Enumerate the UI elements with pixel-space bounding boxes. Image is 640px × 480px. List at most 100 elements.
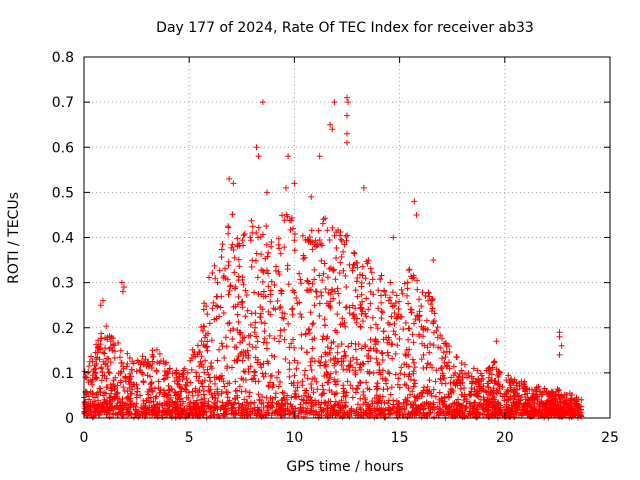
data-point xyxy=(224,380,231,387)
data-point xyxy=(216,313,223,320)
data-point xyxy=(372,408,379,415)
data-point xyxy=(140,361,147,368)
data-point xyxy=(218,246,225,253)
data-point xyxy=(97,407,104,414)
data-point xyxy=(498,410,505,417)
data-point xyxy=(386,370,393,377)
data-point xyxy=(234,394,241,401)
data-point xyxy=(189,392,196,399)
data-point xyxy=(244,406,251,413)
data-point xyxy=(365,358,372,365)
data-point xyxy=(249,223,256,230)
data-point xyxy=(309,336,316,343)
data-point xyxy=(243,411,250,418)
data-point xyxy=(208,412,215,419)
data-point xyxy=(224,363,231,370)
data-point xyxy=(231,409,238,416)
data-point xyxy=(281,310,288,317)
data-point xyxy=(380,328,387,335)
data-point xyxy=(139,353,146,360)
data-point xyxy=(378,308,385,315)
data-point xyxy=(108,385,115,392)
data-point xyxy=(379,367,386,374)
data-point xyxy=(497,390,504,397)
data-point xyxy=(481,396,488,403)
data-point xyxy=(204,347,211,354)
data-point xyxy=(396,335,403,342)
data-point xyxy=(293,394,300,401)
data-point xyxy=(206,388,213,395)
data-point xyxy=(357,380,364,387)
data-point xyxy=(291,237,298,244)
data-point xyxy=(218,340,225,347)
data-point xyxy=(320,270,327,277)
data-point xyxy=(99,297,106,304)
data-point xyxy=(186,405,193,412)
data-point xyxy=(328,389,335,396)
data-point xyxy=(322,349,329,356)
data-point xyxy=(387,406,394,413)
data-point xyxy=(308,355,315,362)
data-point xyxy=(100,349,107,356)
data-point xyxy=(401,381,408,388)
data-point xyxy=(462,407,469,414)
data-point xyxy=(232,411,239,418)
data-point xyxy=(457,385,464,392)
data-point xyxy=(354,259,361,266)
data-point xyxy=(480,375,487,382)
data-point xyxy=(313,293,320,300)
data-point xyxy=(115,340,122,347)
data-point xyxy=(254,338,261,345)
data-point xyxy=(349,385,356,392)
data-point xyxy=(322,215,329,222)
data-point xyxy=(88,412,95,419)
data-point xyxy=(434,324,441,331)
x-axis-label: GPS time / hours xyxy=(286,459,403,475)
data-point xyxy=(111,354,118,361)
data-point xyxy=(360,184,367,191)
data-point xyxy=(458,360,465,367)
data-point xyxy=(390,328,397,335)
data-point xyxy=(291,180,298,187)
data-point xyxy=(346,412,353,419)
data-point xyxy=(253,333,260,340)
data-point xyxy=(526,386,533,393)
data-point xyxy=(340,382,347,389)
data-point xyxy=(263,345,270,352)
data-point xyxy=(275,241,282,248)
data-point xyxy=(543,411,550,418)
data-point xyxy=(249,229,256,236)
data-point xyxy=(485,404,492,411)
data-point xyxy=(359,360,366,367)
data-point xyxy=(292,405,299,412)
data-point xyxy=(494,400,501,407)
data-point xyxy=(239,237,246,244)
data-point xyxy=(286,366,293,373)
data-point xyxy=(342,352,349,359)
data-point xyxy=(320,333,327,340)
data-point xyxy=(441,340,448,347)
data-point xyxy=(356,404,363,411)
data-point xyxy=(254,274,261,281)
data-point xyxy=(466,372,473,379)
data-point xyxy=(395,400,402,407)
data-point xyxy=(390,234,397,241)
data-point xyxy=(521,380,528,387)
data-point xyxy=(315,227,322,234)
data-point xyxy=(563,391,570,398)
data-point xyxy=(441,393,448,400)
data-point xyxy=(347,362,354,369)
data-point xyxy=(209,305,216,312)
data-point xyxy=(237,331,244,338)
data-point xyxy=(524,403,531,410)
data-point xyxy=(327,356,334,363)
data-point xyxy=(409,331,416,338)
data-point xyxy=(398,286,405,293)
data-point xyxy=(304,410,311,417)
data-point xyxy=(401,405,408,412)
data-point xyxy=(405,410,412,417)
data-point xyxy=(291,289,298,296)
data-point xyxy=(206,320,213,327)
data-point xyxy=(300,413,307,420)
data-point xyxy=(275,383,282,390)
